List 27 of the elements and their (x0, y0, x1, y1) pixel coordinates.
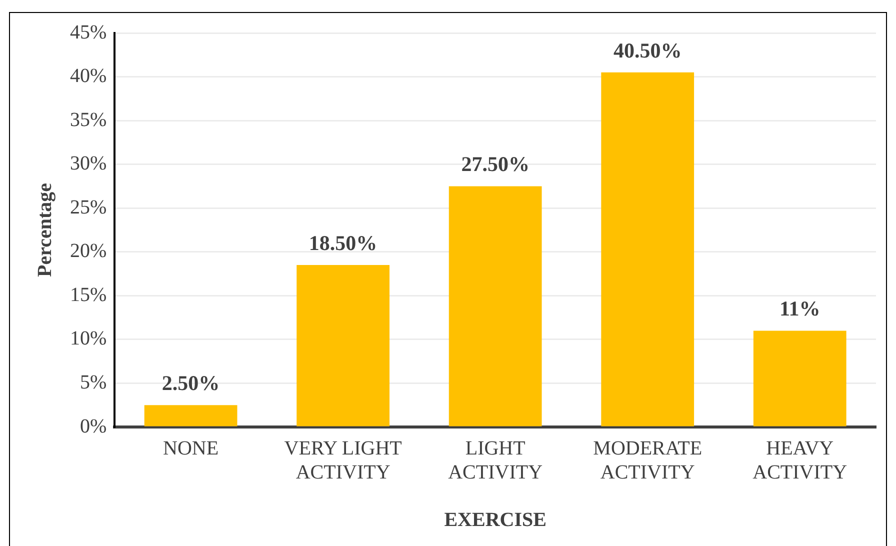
y-tick-label: 35% (70, 108, 107, 131)
data-label: 18.50% (308, 230, 378, 255)
x-axis-title: EXERCISE (444, 509, 546, 532)
data-label: 40.50% (613, 38, 682, 62)
y-axis-title: Percentage (34, 182, 56, 278)
data-label: 11% (779, 296, 820, 321)
y-tick-label: 25% (70, 196, 107, 218)
y-tick-label: 5% (80, 371, 107, 394)
bar (448, 186, 542, 426)
bar (601, 72, 694, 426)
x-tick-label: MODERATE ACTIVITY (593, 437, 702, 484)
data-label: 2.50% (162, 371, 220, 396)
x-tick-label: NONE (163, 437, 219, 460)
y-tick-label: 40% (70, 65, 107, 88)
y-tick-label: 45% (70, 21, 107, 44)
y-tick-label: 10% (70, 328, 107, 350)
bar (753, 330, 846, 426)
x-tick-label: LIGHT ACTIVITY (448, 437, 543, 484)
bar (144, 405, 238, 426)
y-tick-label: 30% (70, 152, 107, 175)
x-tick-label: VERY LIGHT ACTIVITY (284, 437, 402, 484)
y-tick-label: 20% (70, 240, 107, 262)
x-tick-label: HEAVY ACTIVITY (752, 437, 848, 484)
bar (296, 265, 390, 426)
y-tick-label: 15% (70, 284, 107, 306)
data-label: 27.50% (461, 152, 530, 176)
y-tick-label: 0% (80, 415, 107, 438)
